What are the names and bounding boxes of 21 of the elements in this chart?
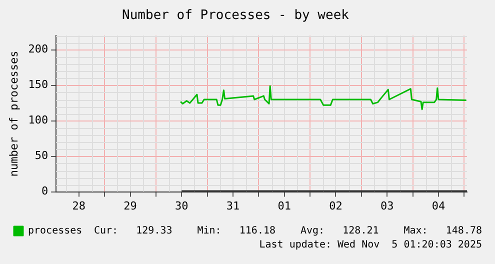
text: Min: 116.18 <box>197 226 276 237</box>
text: Last update: Wed Nov 5 01:20:03 2025 <box>259 240 482 251</box>
x-tick-label: 28 <box>72 199 86 212</box>
text: Max: 148.78 <box>404 226 482 237</box>
x-tick-label: 31 <box>226 199 240 212</box>
y-tick-label: 50 <box>34 149 48 162</box>
y-axis-title: number of processes <box>7 50 20 177</box>
x-tick-label: 29 <box>124 199 137 212</box>
legend-label: processes <box>28 226 82 237</box>
chart-title: Number of Processes - by week <box>122 8 350 24</box>
y-tick-label: 200 <box>28 42 48 56</box>
y-tick-label: 150 <box>28 78 48 92</box>
x-tick-label: 02 <box>329 199 342 212</box>
text: Cur: 129.33 <box>94 226 172 237</box>
x-tick-label: 30 <box>175 199 188 212</box>
x-tick-label: 01 <box>278 199 291 212</box>
x-tick-label: 03 <box>380 199 394 212</box>
y-tick-label: 0 <box>41 184 48 198</box>
text: Avg: 128.21 <box>300 226 379 237</box>
y-tick-label: 100 <box>28 114 48 127</box>
x-tick-label: 04 <box>432 199 446 212</box>
